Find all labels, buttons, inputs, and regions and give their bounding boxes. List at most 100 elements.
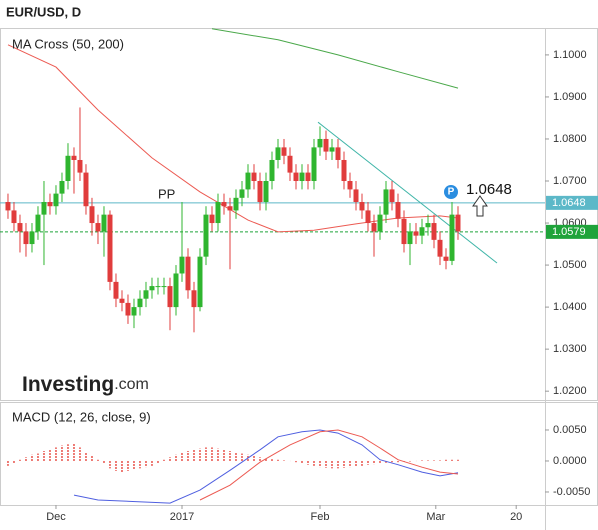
macd-line — [199, 429, 459, 501]
y-tick-label: 0.0000 — [553, 455, 587, 467]
y-tick-label: 1.1000 — [553, 49, 587, 61]
candle-body — [389, 189, 395, 203]
candle-body — [53, 193, 59, 207]
x-tick-label: Mar — [426, 511, 445, 523]
candle-body — [341, 159, 347, 182]
candle-body — [401, 218, 407, 245]
candle-body — [329, 147, 335, 152]
candle-body — [395, 202, 401, 219]
y-tick-label: 1.0300 — [553, 343, 587, 355]
candle-body — [167, 286, 173, 308]
axes: 1.10001.09001.08001.07001.06001.05001.04… — [46, 49, 598, 523]
y-tick-label: 1.0700 — [553, 175, 587, 187]
candle-body — [347, 181, 353, 190]
y-tick-label: -0.0050 — [553, 486, 590, 498]
candle-body — [293, 172, 299, 182]
candle-body — [215, 202, 221, 224]
candle-body — [101, 214, 107, 232]
price-level-box — [546, 224, 598, 239]
candle-body — [317, 138, 323, 148]
x-tick-label: Feb — [311, 511, 330, 523]
candle-body — [431, 223, 437, 240]
logo-brand: Investing — [22, 373, 114, 396]
indicator-label: MACD (12, 26, close, 9) — [12, 409, 151, 424]
candle-body — [305, 172, 311, 182]
candle-body — [197, 256, 203, 308]
macd-plot — [7, 429, 459, 504]
candle-body — [29, 231, 35, 245]
candle-body — [137, 298, 143, 308]
candle-body — [113, 281, 119, 299]
y-tick-label: 1.0400 — [553, 301, 587, 313]
candle-body — [41, 202, 47, 215]
trend-line — [317, 121, 498, 264]
candle-body — [407, 231, 413, 245]
candle-body — [65, 155, 71, 182]
moving-average — [211, 28, 459, 89]
price-level-box — [546, 195, 598, 210]
candle-body — [83, 172, 89, 207]
candle-body — [245, 172, 251, 190]
candle-body — [17, 223, 23, 232]
moving-average — [7, 44, 459, 233]
x-tick-label: 2017 — [170, 511, 194, 523]
candle-body — [71, 155, 77, 160]
candle-body — [227, 206, 233, 211]
y-tick-label: 1.0200 — [553, 385, 587, 397]
candle-body — [47, 202, 53, 207]
candle-body — [419, 227, 425, 236]
candle-body — [161, 286, 167, 288]
candle-body — [353, 189, 359, 203]
candle-body — [179, 256, 185, 274]
y-tick-label: 1.0900 — [553, 91, 587, 103]
candle-body — [251, 172, 257, 182]
candle-body — [143, 290, 149, 299]
candle-body — [107, 214, 113, 282]
x-tick-label: 20 — [510, 511, 522, 523]
candle-body — [443, 256, 449, 261]
candle-body — [155, 286, 161, 288]
candle-body — [263, 181, 269, 203]
candle-body — [191, 290, 197, 308]
candle-body — [125, 302, 131, 316]
candle-body — [257, 181, 263, 203]
candle-body — [5, 202, 11, 211]
candle-body — [269, 159, 275, 182]
candle-body — [281, 147, 287, 156]
candle-body — [23, 231, 29, 245]
pivot-badge-label: P — [448, 187, 455, 198]
y-tick-label: 1.0500 — [553, 259, 587, 271]
candle-body — [233, 197, 239, 211]
candle-body — [311, 147, 317, 182]
candle-body — [287, 155, 293, 173]
page-title: EUR/USD, D — [6, 4, 81, 19]
candle-body — [425, 223, 431, 228]
candle-body — [209, 214, 215, 224]
price-level-label: 1.0579 — [552, 226, 586, 238]
price-level-label: 1.0648 — [552, 197, 586, 209]
annotation: 1.0648 — [466, 181, 512, 198]
candle-body — [383, 189, 389, 215]
candle-body — [173, 273, 179, 308]
candle-body — [449, 214, 455, 261]
candle-body — [185, 256, 191, 291]
candle-body — [77, 159, 83, 173]
candle-body — [365, 210, 371, 224]
candle-body — [95, 223, 101, 232]
candle-body — [203, 214, 209, 257]
candle-body — [371, 223, 377, 232]
annotation: PP — [158, 186, 175, 201]
candle-body — [59, 181, 65, 194]
macd-line — [73, 429, 459, 504]
price-plot — [0, 28, 545, 333]
candle-body — [437, 239, 443, 257]
logo-suffix: .com — [114, 376, 149, 393]
candle-body — [413, 231, 419, 236]
indicator-label: MA Cross (50, 200) — [12, 36, 124, 51]
candle-body — [239, 189, 245, 198]
pivot-badge — [444, 185, 458, 199]
candle-body — [89, 206, 95, 224]
candle-body — [131, 307, 137, 316]
y-tick-label: 0.0050 — [553, 424, 587, 436]
candle-body — [149, 286, 155, 291]
